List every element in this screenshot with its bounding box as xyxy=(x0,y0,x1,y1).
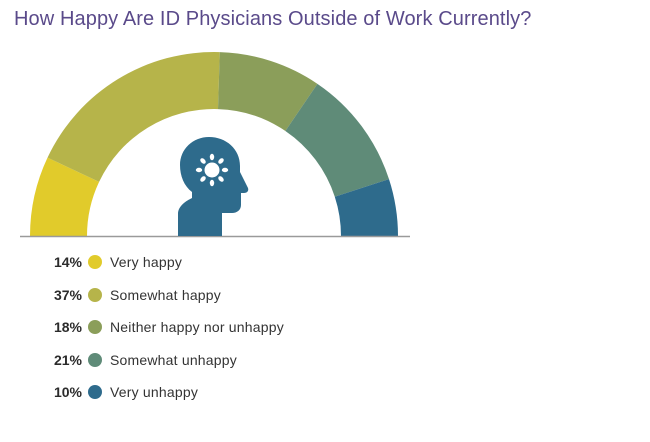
legend-swatch xyxy=(88,320,102,335)
legend-value: 18% xyxy=(53,319,82,336)
legend-swatch xyxy=(88,352,102,367)
gauge-segment-very-unhappy xyxy=(334,179,398,236)
head-with-sun-icon xyxy=(178,137,249,236)
legend-label: Somewhat unhappy xyxy=(110,351,237,368)
legend-value: 21% xyxy=(53,351,82,368)
legend-label: Neither happy nor unhappy xyxy=(110,319,284,336)
legend-item-somewhat-unhappy: 21% Somewhat unhappy xyxy=(40,344,284,377)
gauge-chart xyxy=(20,51,410,238)
gauge-segment-somewhat-happy xyxy=(47,51,220,182)
gauge-segment-neither xyxy=(217,52,318,131)
gauge-arcs xyxy=(30,51,398,236)
gauge-segment-somewhat-unhappy xyxy=(285,83,389,197)
legend-value: 10% xyxy=(53,384,82,401)
legend: 14% Very happy 37% Somewhat happy 18% Ne… xyxy=(40,246,284,409)
legend-item-neither: 18% Neither happy nor unhappy xyxy=(40,311,284,344)
legend-value: 14% xyxy=(53,254,82,271)
legend-swatch xyxy=(88,385,102,400)
gauge-segment-very-happy xyxy=(30,157,100,236)
legend-label: Somewhat happy xyxy=(110,286,221,303)
legend-item-very-happy: 14% Very happy xyxy=(40,246,284,279)
legend-swatch xyxy=(88,287,102,302)
legend-label: Very unhappy xyxy=(110,384,199,401)
legend-item-very-unhappy: 10% Very unhappy xyxy=(40,376,284,409)
legend-swatch xyxy=(88,255,102,270)
legend-value: 37% xyxy=(53,286,82,303)
chart-title: How Happy Are ID Physicians Outside of W… xyxy=(14,8,532,30)
legend-label: Very happy xyxy=(110,254,183,271)
legend-item-somewhat-happy: 37% Somewhat happy xyxy=(40,279,284,312)
